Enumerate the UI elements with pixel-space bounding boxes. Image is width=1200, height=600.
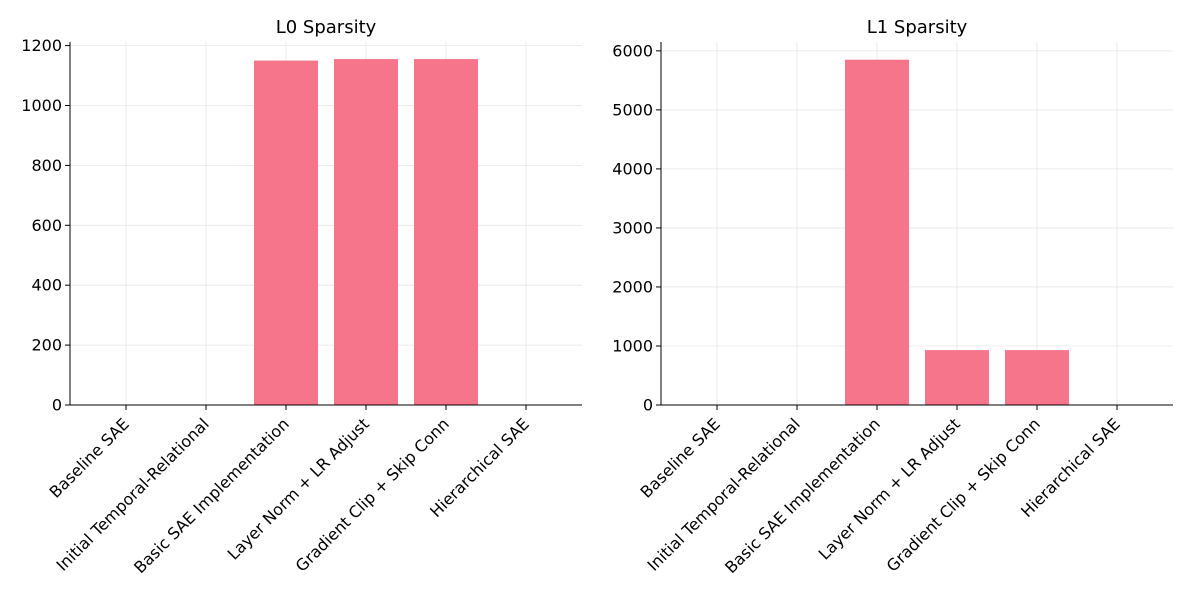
bar (845, 59, 909, 406)
y-tick-label: 5000 (612, 100, 653, 119)
x-tick-label: Gradient Clip + Skip Conn (883, 414, 1044, 575)
y-tick-label: 800 (31, 156, 62, 175)
y-tick-label: 3000 (612, 218, 653, 237)
bar (925, 350, 989, 405)
y-tick-label: 1200 (21, 36, 62, 55)
x-tick-label: Layer Norm + LR Adjust (224, 414, 373, 563)
y-tick-label: 0 (643, 396, 653, 415)
bar (414, 59, 478, 406)
x-tick-label: Baseline SAE (637, 414, 724, 501)
y-tick-label: 4000 (612, 159, 653, 178)
x-tick-label: Initial Temporal-Relational (52, 414, 212, 574)
y-tick-label: 600 (31, 216, 62, 235)
bar (334, 59, 398, 406)
x-tick-label: Baseline SAE (46, 414, 133, 501)
x-tick-label: Basic SAE Implementation (721, 414, 884, 577)
chart-title: L1 Sparsity (867, 17, 968, 38)
bar (1005, 350, 1069, 405)
bar (254, 60, 318, 405)
y-tick-label: 1000 (21, 96, 62, 115)
x-tick-label: Layer Norm + LR Adjust (815, 414, 964, 563)
y-tick-label: 6000 (612, 41, 653, 60)
x-tick-label: Basic SAE Implementation (130, 414, 293, 577)
y-tick-label: 200 (31, 336, 62, 355)
x-tick-label: Initial Temporal-Relational (643, 414, 803, 574)
x-tick-label: Gradient Clip + Skip Conn (292, 414, 453, 575)
l0-sparsity-chart: L0 Sparsity 0 200 400 600 800 1000 1200 Baselin… (21, 17, 582, 577)
chart-title: L0 Sparsity (276, 17, 377, 38)
y-tick-label: 2000 (612, 277, 653, 296)
y-tick-label: 400 (31, 276, 62, 295)
y-tick-label: 1000 (612, 336, 653, 355)
l1-sparsity-chart: L1 Sparsity 0 1000 2000 3000 4000 5000 6000 Bas… (612, 17, 1173, 577)
y-tick-label: 0 (52, 396, 62, 415)
